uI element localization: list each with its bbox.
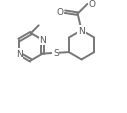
Text: O: O xyxy=(56,8,63,17)
Text: O: O xyxy=(88,0,95,9)
Text: N: N xyxy=(39,36,46,45)
Text: S: S xyxy=(53,49,59,58)
Text: N: N xyxy=(16,50,22,59)
Text: N: N xyxy=(78,26,85,35)
